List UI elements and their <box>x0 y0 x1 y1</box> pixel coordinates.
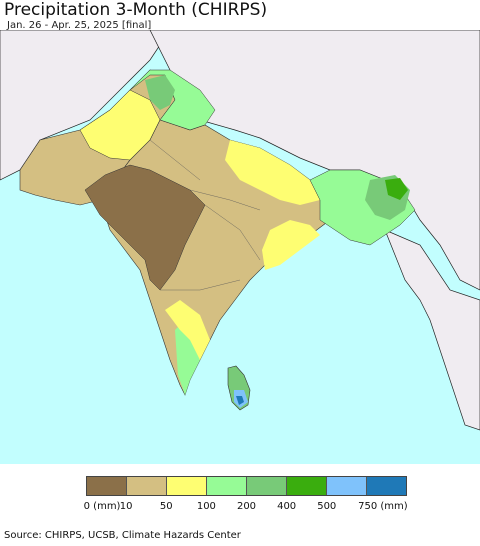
region-sri-lanka-wettest <box>236 396 244 405</box>
region-yellow-south <box>165 300 210 360</box>
legend-label: 200 <box>236 501 257 512</box>
region-yellow-bengal <box>262 220 320 270</box>
internal-borders <box>149 139 261 291</box>
region-northern-highlands-dark <box>145 75 175 110</box>
date-range-subtitle: Jan. 26 - Apr. 25, 2025 [final] <box>7 20 152 31</box>
precipitation-map <box>0 30 480 464</box>
legend-label: 400 <box>277 501 297 512</box>
source-credit: Source: CHIRPS, UCSB, Climate Hazards Ce… <box>4 530 241 541</box>
legend-swatch <box>247 477 287 495</box>
legend-label: 50 <box>159 501 173 512</box>
legend-swatch <box>287 477 327 495</box>
region-northeast-wet <box>385 178 408 200</box>
legend-color-bar <box>86 476 407 496</box>
outside-land-southeast <box>384 229 480 431</box>
region-yellow-east <box>225 140 320 205</box>
legend-swatch <box>127 477 167 495</box>
legend-label: 750 (mm) <box>358 501 408 512</box>
legend-label: 10 <box>119 501 133 512</box>
legend-swatch <box>207 477 247 495</box>
legend-labels: 0 (mm) 10 50 100 200 400 500 750 (mm) <box>0 501 480 515</box>
legend-swatch <box>367 477 406 495</box>
legend-label: 100 <box>196 501 216 512</box>
page-title: Precipitation 3-Month (CHIRPS) <box>4 0 268 20</box>
legend-swatch <box>167 477 207 495</box>
legend-label: 500 <box>317 501 337 512</box>
legend-label: 0 (mm) <box>83 501 121 512</box>
legend-swatch <box>327 477 367 495</box>
legend-swatch <box>87 477 127 495</box>
region-dry-northwest <box>84 164 206 291</box>
